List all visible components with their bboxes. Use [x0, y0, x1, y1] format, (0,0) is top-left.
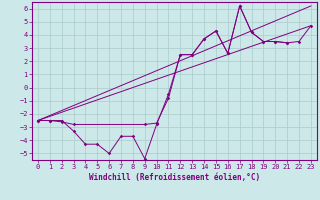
X-axis label: Windchill (Refroidissement éolien,°C): Windchill (Refroidissement éolien,°C) — [89, 173, 260, 182]
